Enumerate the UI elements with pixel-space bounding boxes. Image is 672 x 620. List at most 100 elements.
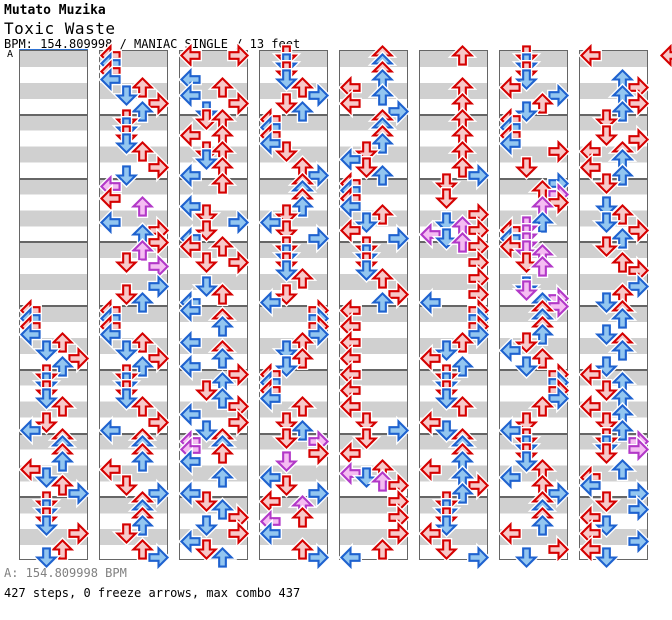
arrow-left-icon [578,40,602,71]
arrow-right-icon [627,271,651,302]
arrow-down-icon [511,330,542,355]
arrow-left-icon [258,518,282,549]
measure-line [20,305,87,307]
arrow-up-icon [527,254,558,279]
arrow-left-icon [338,215,362,246]
arrow-left-icon [178,160,202,190]
arrow-right-icon [147,152,171,182]
measure-line [20,113,87,116]
arrow-down-icon [191,418,222,443]
arrow-down-icon [351,211,382,236]
arrow-down-icon [111,163,142,188]
arrow-right-icon [227,208,251,238]
arrow-right-icon [387,223,411,254]
arrow-down-icon [431,187,462,212]
arrow-down-icon [271,91,302,116]
arrow-left-icon [578,152,602,182]
arrow-down-icon [271,410,302,435]
arrow-up-icon [527,345,558,370]
arrow-down-icon [511,67,542,92]
arrow-left-icon [498,463,522,493]
arrow-right-icon [227,359,251,390]
measure-line [260,177,327,180]
arrow-left-icon [178,399,202,429]
measure-line [100,241,167,244]
arrow-down-icon [111,283,142,308]
measure-line [20,241,87,244]
arrow-up-icon [207,74,238,99]
arrow-down-icon [511,450,542,475]
arrow-up-icon [447,393,478,418]
arrow-up-icon [287,194,318,219]
arrow-left-icon [338,459,362,489]
arrow-down-icon [431,338,462,363]
measure-line [580,432,647,435]
arrow-right-icon [307,319,331,350]
arrow-up-icon [127,290,158,314]
arrow-left-icon [258,208,282,238]
arrow-down-icon [511,279,542,304]
arrow-up-icon [207,313,238,338]
measure-line [180,368,247,371]
arrow-right-icon [467,542,491,573]
arrow-right-icon [67,478,91,509]
arrow-left-icon [98,184,122,214]
arrow-left-icon [498,231,522,262]
arrow-up-icon [607,202,638,227]
arrow-up-icon [207,497,238,522]
arrow-down-icon [271,354,302,379]
arrow-right-icon [147,271,171,302]
arrow-up-icon [367,266,398,291]
arrow-right-icon [387,96,411,127]
measure-line [500,432,567,435]
arrow-up-icon [207,465,238,490]
arrow-down-icon [591,107,622,132]
arrow-down-icon [351,155,382,180]
arrow-up-icon [287,345,318,370]
arrow-up-icon [287,505,318,530]
arrow-right-icon [627,124,651,155]
arrow-up-icon [127,194,158,219]
arrow-up-icon [527,393,558,418]
song-title: Toxic Waste [4,19,116,38]
arrow-right-icon [227,40,251,71]
arrow-up-icon [607,250,638,275]
arrow-left-icon [178,526,202,557]
measure-line [100,113,167,116]
arrow-right-icon [627,88,651,119]
arrow-left-icon [98,455,122,485]
measure-line [420,496,487,499]
arrow-left-icon [18,319,42,350]
arrow-right-icon [227,247,251,278]
arrow-up-icon [207,282,238,307]
arrow-right-icon [147,251,171,282]
arrow-right-icon [307,223,331,254]
artist-name: Mutato Muzika [4,3,106,18]
arrow-up-icon [527,321,558,346]
arrow-up-icon [447,481,478,506]
arrow-up-icon [367,537,398,562]
arrow-right-icon [67,343,91,374]
arrow-left-icon [498,128,522,158]
arrow-down-icon [351,426,382,451]
arrow-down-icon [351,259,382,284]
arrow-left-icon [658,40,672,71]
arrow-right-icon [227,88,251,119]
arrow-left-icon [498,72,522,103]
measure-line [500,496,567,499]
arrow-up-icon [287,537,318,562]
measure-line [100,432,167,435]
arrow-left-icon [18,415,42,445]
arrow-down-icon [31,546,62,570]
arrow-up-icon [607,306,638,330]
arrow-down-icon [271,139,302,164]
arrow-down-icon [271,259,302,284]
arrow-down-icon [431,386,462,411]
arrow-up-icon [527,210,558,235]
arrow-up-icon [127,353,158,378]
measure-line [260,305,327,307]
measure-line [20,432,87,435]
arrow-up-icon [127,449,158,474]
arrow-right-icon [387,279,411,310]
arrow-up-icon [367,82,398,107]
